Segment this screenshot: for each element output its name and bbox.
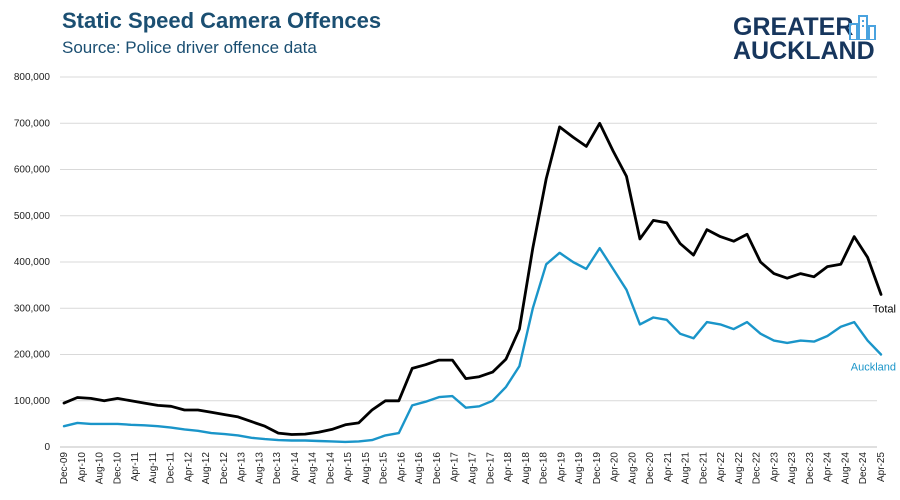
x-tick-label: Apr-22 <box>716 452 727 482</box>
x-tick-label: Aug-14 <box>308 452 319 485</box>
logo-text-auckland: AUCKLAND <box>733 37 875 65</box>
y-tick-label: 800,000 <box>14 72 51 83</box>
x-tick-label: Apr-18 <box>503 452 514 482</box>
x-tick-label: Apr-11 <box>130 452 141 482</box>
x-tick-label: Aug-12 <box>201 452 212 485</box>
x-tick-label: Apr-24 <box>823 452 834 482</box>
series-lines <box>62 121 883 444</box>
x-tick-label: Aug-16 <box>414 452 425 485</box>
x-tick-label: Dec-19 <box>592 452 603 485</box>
x-tick-label: Apr-20 <box>610 452 621 482</box>
x-tick-label: Aug-13 <box>254 452 265 485</box>
x-tick-label: Dec-14 <box>325 452 336 485</box>
x-tick-label: Dec-10 <box>112 452 123 485</box>
logo-text-greater: GREATER <box>733 13 854 41</box>
x-tick-label: Apr-21 <box>663 452 674 482</box>
x-tick-label: Dec-22 <box>752 452 763 485</box>
x-tick-label: Dec-09 <box>59 452 70 485</box>
series-label-total: Total <box>873 303 896 315</box>
x-tick-label: Aug-18 <box>521 452 532 485</box>
x-tick-label: Apr-10 <box>77 452 88 482</box>
x-tick-label: Dec-11 <box>166 452 177 484</box>
x-tick-label: Apr-17 <box>450 452 461 482</box>
x-tick-label: Apr-15 <box>343 452 354 482</box>
x-tick-label: Dec-16 <box>432 452 443 485</box>
x-tick-label: Aug-23 <box>787 452 798 485</box>
x-tick-label: Apr-12 <box>183 452 194 482</box>
chart-subtitle: Source: Police driver offence data <box>62 38 317 57</box>
chart-title: Static Speed Camera Offences <box>62 8 382 33</box>
y-axis-ticks: 0 100,000 200,000 300,000 400,000 500,000 600,… <box>14 72 51 453</box>
y-tick-label: 400,000 <box>14 257 51 268</box>
x-tick-label: Apr-16 <box>396 452 407 482</box>
x-axis-ticks: Dec-09 Apr-10 Aug-10 Dec-10 Apr-11 Aug-11 Dec-… <box>59 452 887 485</box>
x-tick-label: Dec-23 <box>805 452 816 485</box>
y-tick-label: 200,000 <box>14 350 51 361</box>
x-tick-label: Dec-24 <box>858 452 869 485</box>
y-tick-label: 500,000 <box>14 211 51 222</box>
x-tick-label: Apr-19 <box>556 452 567 482</box>
x-tick-label: Dec-13 <box>272 452 283 485</box>
series-labels: Total Auckland <box>851 303 896 373</box>
x-tick-label: Dec-17 <box>485 452 496 485</box>
x-tick-label: Dec-21 <box>698 452 709 485</box>
x-tick-label: Dec-15 <box>379 452 390 485</box>
y-tick-label: 700,000 <box>14 118 51 129</box>
x-tick-label: Aug-19 <box>574 452 585 485</box>
x-tick-label: Apr-13 <box>237 452 248 482</box>
y-tick-label: 600,000 <box>14 165 51 176</box>
series-label-auckland: Auckland <box>851 362 896 374</box>
x-tick-label: Aug-22 <box>734 452 745 485</box>
y-tick-label: 0 <box>44 442 50 453</box>
series-line-auckland <box>62 246 883 444</box>
greater-auckland-logo[interactable]: GREATER AUCKLAND <box>733 12 893 64</box>
x-tick-label: Aug-24 <box>840 452 851 485</box>
y-tick-label: 300,000 <box>14 303 51 314</box>
city-buildings-icon <box>849 15 876 40</box>
x-tick-label: Aug-10 <box>95 452 106 485</box>
y-tick-label: 100,000 <box>14 396 51 407</box>
series-line-total <box>62 121 883 436</box>
gridlines <box>60 76 877 448</box>
x-tick-label: Dec-12 <box>219 452 230 485</box>
x-tick-label: Aug-11 <box>148 452 159 484</box>
x-tick-label: Aug-20 <box>627 452 638 485</box>
x-tick-label: Dec-18 <box>539 452 550 485</box>
x-tick-label: Apr-25 <box>876 452 887 482</box>
x-tick-label: Apr-14 <box>290 452 301 482</box>
x-tick-label: Aug-17 <box>468 452 479 485</box>
x-tick-label: Aug-15 <box>361 452 372 485</box>
x-tick-label: Aug-21 <box>681 452 692 485</box>
x-tick-label: Apr-23 <box>769 452 780 482</box>
x-tick-label: Dec-20 <box>645 452 656 485</box>
